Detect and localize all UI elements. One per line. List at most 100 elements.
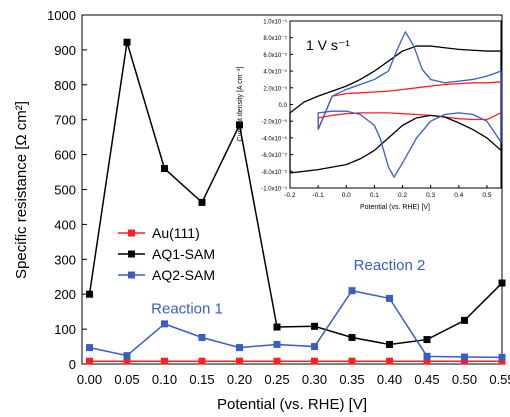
- inset-x-tick-label: -0.2: [284, 192, 296, 199]
- data-point-aq1-sam: [461, 316, 468, 324]
- data-point-aq2-sam: [86, 344, 93, 352]
- main-x-tick-label: 0.15: [189, 372, 214, 387]
- data-point-aq2-sam: [461, 353, 468, 361]
- inset-x-axis-label: Potential (vs. RHE) [V]: [360, 204, 430, 211]
- data-point-aq1-sam: [123, 38, 131, 46]
- inset-y-tick-label: -4.0x10⁻⁵: [261, 135, 287, 142]
- legend-marker-aq2-sam: [128, 271, 135, 279]
- data-point-au-111: [273, 357, 281, 365]
- data-point-aq1-sam: [273, 323, 281, 331]
- data-point-aq2-sam: [498, 353, 506, 361]
- main-x-tick-label: 0.25: [264, 372, 289, 387]
- inset-y-tick-label: -2.0x10⁻⁵: [261, 119, 287, 126]
- main-x-tick-label: 0.05: [114, 372, 139, 387]
- inset-series-group: [289, 31, 502, 178]
- inset-x-tick-label: 0.3: [426, 192, 435, 199]
- data-point-aq2-sam: [198, 333, 206, 341]
- main-x-axis-label: Potential (vs. RHE) [V]: [217, 396, 367, 413]
- data-point-aq2-sam: [123, 352, 131, 360]
- inset-x-tick-label: 0.5: [482, 192, 491, 199]
- main-x-tick-label: 0.55: [489, 372, 510, 387]
- legend-label-au-111: Au(111): [152, 225, 200, 241]
- data-point-aq2-sam: [311, 343, 318, 351]
- inset-y-tick-label: 4.0x10⁻⁵: [263, 69, 287, 76]
- data-point-aq2-sam: [423, 352, 431, 360]
- data-point-aq2-sam: [236, 344, 243, 352]
- inset-y-tick-label: 6.0x10⁻⁵: [263, 52, 287, 59]
- data-point-aq1-sam: [348, 333, 356, 341]
- main-x-tick-label: 0.20: [227, 372, 252, 387]
- main-x-axis: 0.00 0.05 0.10 0.15 0.20 0.25 0.30 0.35 0.40 0.45…: [77, 359, 510, 387]
- data-point-aq1-sam: [386, 340, 393, 348]
- data-point-au-111: [423, 357, 431, 365]
- main-y-tick-label: 200: [54, 287, 76, 302]
- inset-y-tick-label: -1.0x10⁻⁴: [261, 186, 287, 193]
- data-point-aq1-sam: [311, 322, 318, 330]
- main-y-tick-label: 100: [54, 322, 76, 337]
- inset-y-tick-label: -8.0x10⁻⁵: [261, 169, 287, 176]
- inset-x-tick-label: 0.4: [454, 192, 463, 199]
- main-y-tick-label: 0: [69, 357, 76, 372]
- inset-y-tick-label: 8.0x10⁻⁵: [263, 35, 287, 42]
- main-x-tick-label: 0.45: [414, 372, 439, 387]
- main-x-tick-label: 0.10: [152, 372, 177, 387]
- main-y-tick-label: 600: [54, 148, 76, 163]
- data-point-aq2-sam: [386, 294, 393, 302]
- inset-y-axis-label: Current density [A cm⁻²]: [237, 67, 244, 142]
- data-point-aq1-sam: [86, 290, 93, 298]
- main-y-tick-label: 500: [54, 183, 76, 198]
- data-point-au-111: [236, 357, 243, 365]
- data-point-au-111: [461, 357, 468, 365]
- series-line-aq1-sam: [88, 42, 503, 346]
- inset-y-tick-label: 2.0x10⁻⁵: [263, 85, 287, 92]
- data-point-aq1-sam: [161, 165, 168, 173]
- data-point-aq1-sam: [498, 279, 506, 287]
- data-point-au-111: [123, 357, 131, 365]
- series-line-aq2-sam: [89, 289, 503, 359]
- inset-cv-curve-black: [289, 45, 502, 174]
- legend-label-aq1-sam: AQ1-SAM: [152, 246, 215, 262]
- main-x-tick-label: 0.00: [77, 372, 102, 387]
- inset-x-tick-label: -0.1: [313, 192, 325, 199]
- data-point-au-111: [348, 357, 356, 365]
- data-point-au-111: [498, 357, 506, 365]
- main-y-tick-label: 400: [54, 217, 76, 232]
- main-x-tick-label: 0.40: [377, 372, 402, 387]
- data-point-aq1-sam: [236, 121, 243, 129]
- main-y-tick-label: 800: [54, 78, 76, 93]
- data-point-aq2-sam: [161, 320, 168, 328]
- inset-y-tick-label: 1.0x10⁻⁴: [263, 19, 287, 26]
- inset-y-axis: 1.0x10⁻⁴ 8.0x10⁻⁵ 6.0x10⁻⁵ 4.0x10⁻⁵ 2.0x10⁻⁵…: [261, 19, 293, 193]
- data-point-au-111: [311, 357, 318, 365]
- main-series-group: [86, 38, 506, 365]
- main-annotations: Reaction 1 Reaction 2: [151, 257, 425, 318]
- legend-marker-au-111: [128, 229, 135, 237]
- inset-x-tick-label: 0.1: [370, 192, 379, 199]
- inset-plot-area: 1.0x10⁻⁴ 8.0x10⁻⁵ 6.0x10⁻⁵ 4.0x10⁻⁵ 2.0x10⁻⁵…: [237, 19, 502, 211]
- data-point-au-111: [161, 357, 168, 365]
- main-x-tick-label: 0.50: [452, 372, 477, 387]
- inset-cv-curve-blue: [317, 31, 502, 178]
- inset-scan-rate-label: 1 V s⁻¹: [306, 37, 350, 53]
- legend-marker-aq1-sam: [128, 250, 135, 258]
- data-point-au-111: [386, 357, 393, 365]
- inset-x-tick-label: 0.0: [342, 192, 351, 199]
- main-y-axis: 0 100 200 300 400 500 600 700 800 900 1000: [47, 8, 87, 372]
- inset-x-axis: -0.2 -0.1 0.0 0.1 0.2 0.3 0.4 0.5: [284, 185, 492, 199]
- inset-plot-frame: [289, 20, 502, 189]
- data-point-aq2-sam: [348, 287, 356, 295]
- inset-y-tick-label: 0.0: [279, 103, 288, 109]
- main-x-tick-label: 0.35: [339, 372, 364, 387]
- data-point-au-111: [198, 357, 206, 365]
- legend-label-aq2-sam: AQ2-SAM: [152, 267, 215, 283]
- main-y-tick-label: 1000: [47, 8, 76, 23]
- main-y-axis-label: Specific resistance [Ω cm²]: [13, 101, 30, 279]
- annotation-reaction-1: Reaction 1: [151, 300, 223, 317]
- main-y-tick-label: 700: [54, 113, 76, 128]
- data-point-aq2-sam: [273, 340, 281, 348]
- data-point-aq1-sam: [198, 198, 206, 206]
- data-point-au-111: [86, 357, 93, 365]
- data-point-aq1-sam: [423, 336, 431, 344]
